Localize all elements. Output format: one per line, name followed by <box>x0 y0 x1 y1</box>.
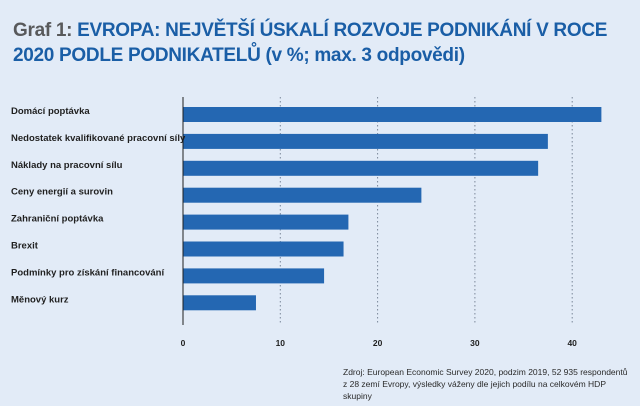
x-tick-label-40: 40 <box>567 338 577 348</box>
chart-title-prefix: Graf 1: <box>13 20 73 41</box>
category-label-0: Domácí poptávka <box>11 106 90 117</box>
x-tick-label-0: 0 <box>181 338 186 348</box>
chart-title: Graf 1: EVROPA: NEJVĚTŠÍ ÚSKALÍ ROZVOJE … <box>13 18 628 68</box>
category-label-2: Náklady na pracovní sílu <box>11 160 123 171</box>
x-tick-label-30: 30 <box>470 338 480 348</box>
source-line-2: z 28 zemí Evropy, výsledky váženy dle je… <box>343 379 606 401</box>
bar-0 <box>183 107 602 122</box>
bar-4 <box>183 214 349 230</box>
category-label-1: Nedostatek kvalifikované pracovní síly <box>11 133 186 144</box>
bar-7 <box>183 295 256 311</box>
chart-title-text: EVROPA: NEJVĚTŠÍ ÚSKALÍ ROZVOJE PODNIKÁN… <box>13 20 608 66</box>
category-label-3: Ceny energií a surovin <box>11 187 113 198</box>
bar-5 <box>183 241 344 257</box>
source-line-1: Zdroj: European Economic Survey 2020, po… <box>343 367 628 377</box>
category-label-5: Brexit <box>11 241 39 252</box>
x-tick-label-20: 20 <box>373 338 383 348</box>
category-label-7: Měnový kurz <box>11 294 69 305</box>
category-label-6: Podmínky pro získání financování <box>11 267 164 278</box>
bar-3 <box>183 187 422 203</box>
source-note: Zdroj: European Economic Survey 2020, po… <box>343 366 633 402</box>
bar-6 <box>183 268 325 284</box>
x-tick-label-10: 10 <box>276 338 286 348</box>
bar-1 <box>183 133 548 149</box>
bar-2 <box>183 160 539 176</box>
category-label-4: Zahraniční poptávka <box>11 214 104 225</box>
